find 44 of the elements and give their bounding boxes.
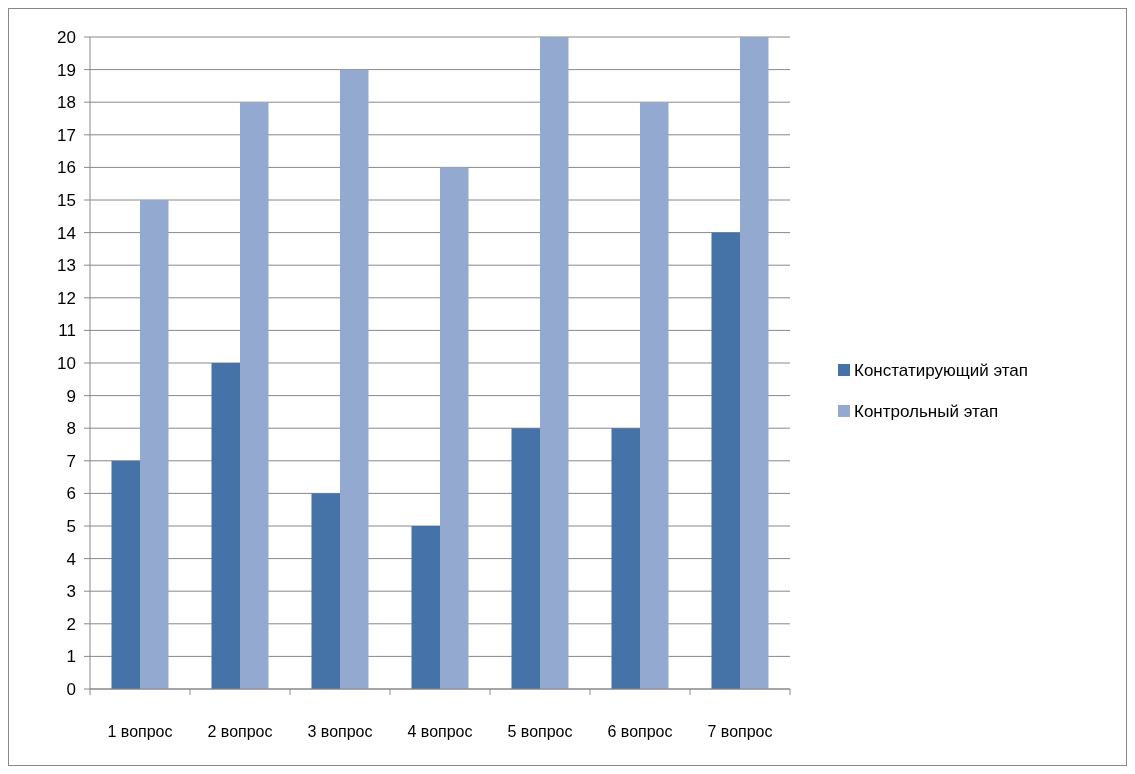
bar (540, 37, 569, 689)
y-tick-label: 15 (57, 190, 76, 210)
y-tick-label: 11 (58, 321, 76, 341)
bar (711, 232, 740, 689)
bar (640, 102, 669, 689)
y-tick-label: 8 (66, 419, 76, 439)
x-tick-label: 5 вопрос (507, 722, 573, 740)
y-tick-label: 19 (57, 60, 76, 80)
bar (211, 363, 240, 689)
y-tick-label: 9 (66, 386, 76, 406)
y-tick-label: 18 (57, 93, 76, 113)
bar (411, 526, 440, 689)
bar (311, 493, 340, 689)
bar (111, 460, 140, 689)
bar (240, 102, 269, 689)
x-tick-label: 1 вопрос (107, 722, 173, 740)
x-tick-label: 3 вопрос (307, 722, 373, 740)
y-tick-label: 20 (57, 27, 76, 47)
bar (740, 37, 769, 689)
y-tick-label: 5 (66, 516, 76, 536)
y-tick-label: 7 (66, 451, 76, 471)
y-tick-label: 13 (57, 256, 76, 276)
y-tick-label: 16 (57, 158, 76, 178)
x-tick-label: 2 вопрос (207, 722, 273, 740)
y-tick-label: 4 (66, 549, 76, 569)
y-tick-label: 3 (66, 582, 76, 602)
bar (611, 428, 640, 689)
y-tick-label: 6 (66, 484, 76, 504)
bar (140, 200, 169, 689)
y-tick-label: 2 (66, 614, 76, 634)
bar (511, 428, 540, 689)
y-tick-label: 1 (66, 647, 76, 667)
x-tick-label: 7 вопрос (707, 722, 773, 740)
bar (340, 69, 369, 689)
y-tick-label: 0 (66, 679, 76, 699)
y-tick-label: 12 (57, 288, 76, 308)
x-tick-label: 4 вопрос (407, 722, 473, 740)
legend-label: Контрольный этап (854, 401, 999, 421)
bar (440, 167, 469, 689)
legend-label: Констатирующий этап (854, 360, 1028, 380)
y-tick-label: 10 (57, 353, 76, 373)
y-tick-label: 17 (57, 125, 76, 145)
y-tick-label: 14 (57, 223, 76, 243)
x-tick-label: 6 вопрос (607, 722, 673, 740)
